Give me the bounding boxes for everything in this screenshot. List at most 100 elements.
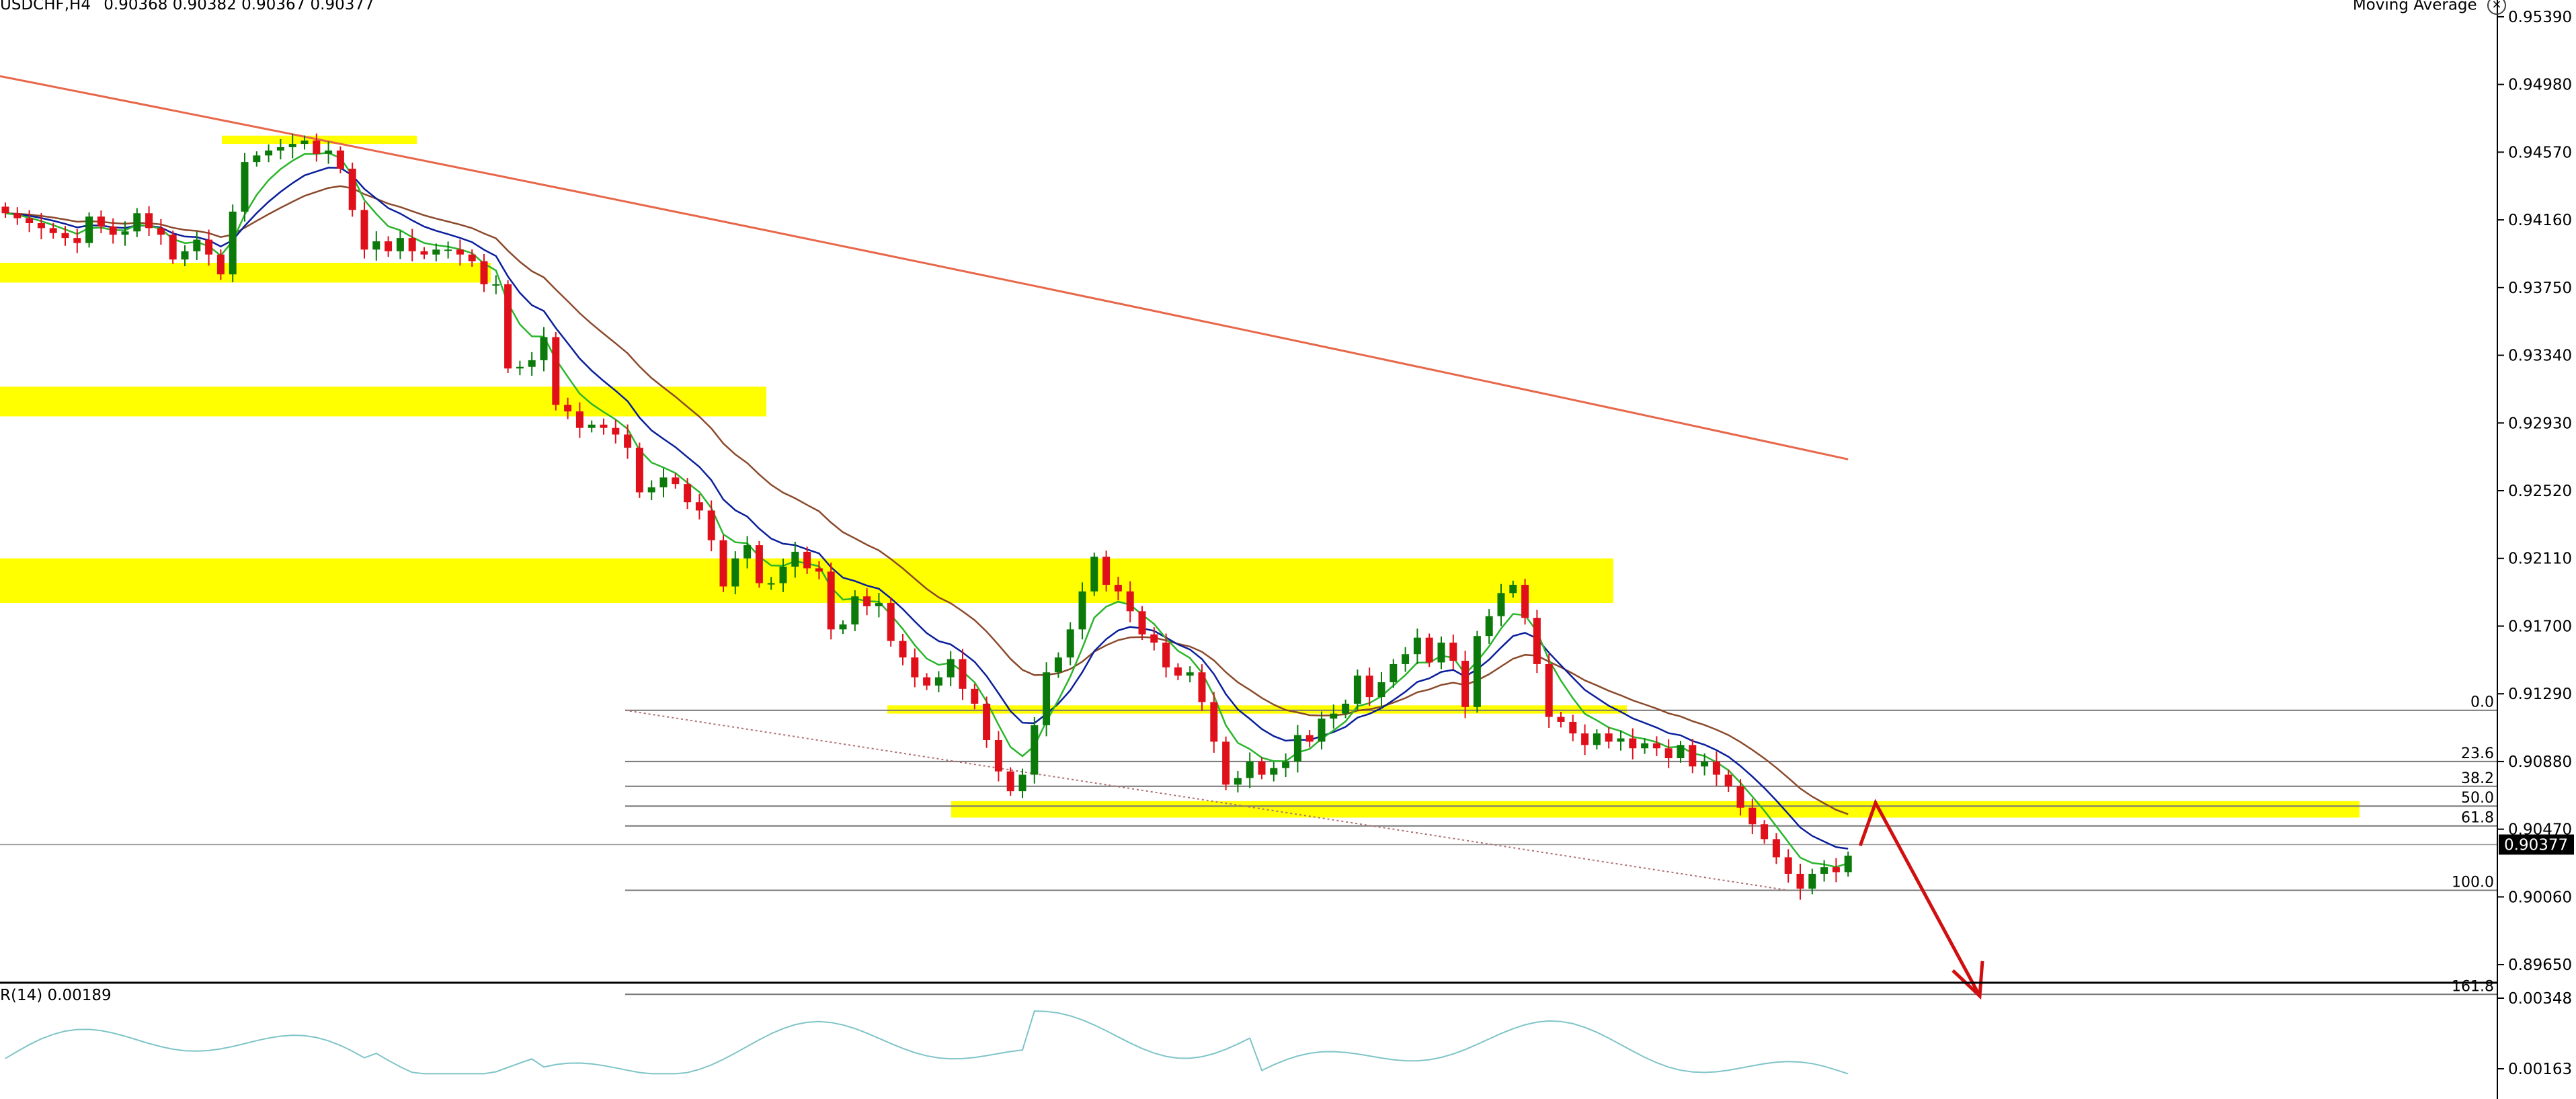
candle-40[interactable]: [480, 253, 488, 292]
candle-136[interactable]: [1629, 728, 1637, 760]
close-indicator-icon[interactable]: ×: [2487, 0, 2506, 15]
ma-slow-line[interactable]: [5, 185, 1849, 815]
candle-41[interactable]: [492, 275, 500, 294]
candle-76[interactable]: [911, 648, 919, 688]
candle-54[interactable]: [647, 480, 655, 501]
candle-20[interactable]: [241, 153, 249, 222]
candle-81[interactable]: [971, 684, 979, 710]
candle-30[interactable]: [360, 202, 368, 259]
candle-143[interactable]: [1712, 751, 1720, 786]
candle-18[interactable]: [216, 249, 225, 280]
candle-8[interactable]: [97, 210, 105, 233]
candle-114[interactable]: [1365, 667, 1373, 706]
candle-24[interactable]: [288, 134, 296, 159]
candle-0[interactable]: [1, 202, 9, 218]
candle-131[interactable]: [1569, 715, 1577, 741]
candle-64[interactable]: [767, 577, 775, 590]
candle-43[interactable]: [516, 360, 524, 376]
candle-90[interactable]: [1078, 582, 1086, 640]
candle-115[interactable]: [1377, 671, 1385, 708]
candle-137[interactable]: [1641, 738, 1649, 754]
candle-3[interactable]: [37, 213, 45, 239]
candle-84[interactable]: [1006, 767, 1014, 796]
candle-34[interactable]: [408, 229, 416, 261]
candle-35[interactable]: [420, 247, 428, 259]
candle-12[interactable]: [145, 206, 153, 236]
candle-130[interactable]: [1557, 711, 1565, 728]
candle-15[interactable]: [181, 245, 189, 267]
candle-47[interactable]: [564, 397, 572, 419]
candle-61[interactable]: [731, 551, 739, 595]
candle-33[interactable]: [396, 231, 404, 259]
candle-83[interactable]: [994, 731, 1002, 782]
candle-151[interactable]: [1808, 868, 1816, 895]
candle-48[interactable]: [575, 402, 583, 438]
fib-trendline[interactable]: [625, 709, 1789, 891]
candle-85[interactable]: [1018, 768, 1027, 799]
candle-13[interactable]: [157, 218, 165, 245]
candle-68[interactable]: [815, 561, 823, 580]
candle-9[interactable]: [109, 218, 117, 244]
candle-99[interactable]: [1186, 666, 1194, 683]
candle-102[interactable]: [1222, 736, 1230, 790]
candle-121[interactable]: [1449, 634, 1457, 670]
atr-line[interactable]: [5, 1010, 1849, 1075]
candle-21[interactable]: [253, 151, 261, 167]
support-resistance-zone-2[interactable]: [0, 386, 766, 417]
candle-62[interactable]: [743, 536, 752, 569]
candle-140[interactable]: [1677, 741, 1685, 763]
candle-150[interactable]: [1796, 863, 1804, 900]
candle-119[interactable]: [1425, 633, 1433, 667]
candle-110[interactable]: [1318, 711, 1326, 750]
candle-89[interactable]: [1066, 622, 1074, 665]
candle-88[interactable]: [1054, 652, 1062, 678]
support-resistance-zone-5[interactable]: [951, 801, 2360, 818]
candle-109[interactable]: [1305, 729, 1314, 747]
candle-134[interactable]: [1605, 727, 1613, 749]
candle-126[interactable]: [1509, 580, 1517, 598]
support-resistance-zone-4[interactable]: [887, 705, 1627, 714]
candle-53[interactable]: [635, 442, 643, 498]
candle-111[interactable]: [1330, 704, 1338, 729]
candle-101[interactable]: [1210, 692, 1218, 753]
candle-60[interactable]: [719, 535, 727, 592]
candle-1[interactable]: [13, 207, 22, 225]
candle-29[interactable]: [348, 162, 356, 217]
candle-67[interactable]: [803, 546, 811, 574]
ma-mid-line[interactable]: [5, 167, 1849, 850]
candle-23[interactable]: [276, 138, 284, 160]
candle-78[interactable]: [934, 671, 942, 692]
candle-108[interactable]: [1293, 725, 1301, 773]
candle-17[interactable]: [205, 229, 213, 266]
candle-50[interactable]: [600, 418, 608, 435]
candle-70[interactable]: [839, 620, 847, 635]
candle-93[interactable]: [1114, 576, 1122, 601]
candle-52[interactable]: [624, 424, 632, 459]
candle-37[interactable]: [444, 241, 452, 259]
candle-75[interactable]: [899, 634, 907, 665]
candle-55[interactable]: [659, 468, 668, 497]
candle-59[interactable]: [707, 500, 715, 552]
candle-72[interactable]: [863, 588, 871, 616]
candle-14[interactable]: [169, 231, 177, 264]
candle-153[interactable]: [1832, 858, 1840, 883]
candle-118[interactable]: [1413, 628, 1421, 665]
candle-57[interactable]: [684, 478, 692, 510]
candle-74[interactable]: [887, 598, 895, 647]
candle-45[interactable]: [540, 327, 548, 372]
ma-long-line[interactable]: [0, 75, 1849, 460]
candle-152[interactable]: [1820, 860, 1828, 882]
candle-120[interactable]: [1437, 636, 1445, 669]
candle-22[interactable]: [265, 144, 273, 163]
candle-112[interactable]: [1342, 699, 1350, 719]
candle-132[interactable]: [1581, 724, 1589, 756]
candle-95[interactable]: [1138, 606, 1146, 641]
candle-4[interactable]: [49, 222, 57, 239]
candle-46[interactable]: [552, 331, 560, 411]
candle-128[interactable]: [1533, 610, 1541, 674]
candle-104[interactable]: [1246, 752, 1254, 788]
candle-44[interactable]: [528, 352, 536, 376]
support-resistance-zone-1[interactable]: [0, 262, 491, 283]
